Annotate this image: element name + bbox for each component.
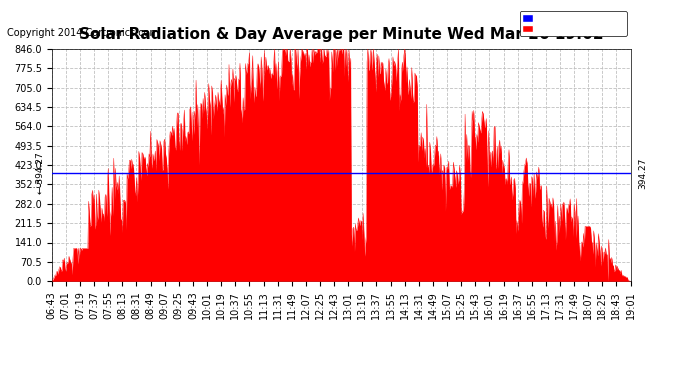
Title: Solar Radiation & Day Average per Minute Wed Mar 26 19:02: Solar Radiation & Day Average per Minute… [79, 27, 604, 42]
Text: 394.27: 394.27 [638, 157, 647, 189]
Text: Copyright 2014 Cartronics.com: Copyright 2014 Cartronics.com [7, 28, 159, 38]
Text: ← 394.27: ← 394.27 [36, 152, 45, 194]
Legend: Median (w/m2), Radiation (w/m2): Median (w/m2), Radiation (w/m2) [520, 11, 627, 36]
